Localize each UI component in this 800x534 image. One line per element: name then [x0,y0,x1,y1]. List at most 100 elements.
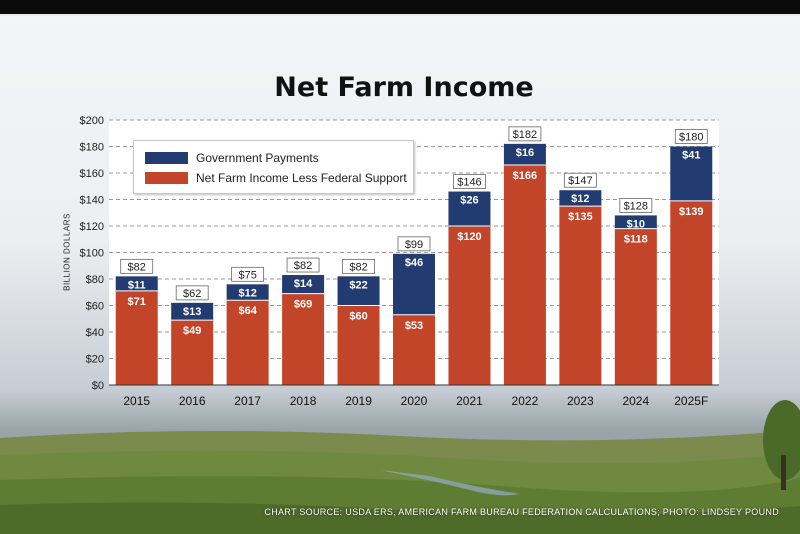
x-tick-label: 2023 [567,394,594,408]
data-label-government-payments: $11 [128,279,146,291]
chart-title: Net Farm Income [274,72,534,103]
total-label: $82 [349,261,367,273]
total-label-box [674,129,708,144]
legend-item-net-income: Net Farm Income Less Federal Support [145,171,407,185]
y-tick-label: $140 [80,195,104,207]
bar-government-payments [171,302,214,321]
data-label-net-income: $64 [238,305,257,317]
bar-net-income [226,300,269,385]
data-label-net-income: $71 [128,296,146,308]
bar-government-payments [393,253,435,315]
data-label-net-income: $118 [624,234,648,246]
total-label: $82 [128,261,146,273]
data-label-government-payments: $41 [682,150,700,162]
data-label-net-income: $120 [457,231,481,243]
bar-net-income [282,293,325,385]
bar-government-payments [614,215,657,229]
data-label-government-payments: $12 [571,193,589,205]
data-label-government-payments: $16 [516,147,534,159]
source-note: CHART SOURCE: USDA ERS, AMERICAN FARM BU… [264,507,779,517]
data-label-net-income: $53 [405,320,423,332]
data-label-government-payments: $22 [349,279,367,291]
data-label-net-income: $69 [294,299,312,311]
total-label: $180 [679,132,703,144]
bar-net-income [503,165,546,385]
total-label-box [453,174,486,189]
total-label: $147 [568,175,592,187]
x-tick-label: 2019 [345,394,372,408]
x-tick-label: 2025F [674,394,708,408]
data-label-net-income: $166 [513,170,537,182]
total-label: $82 [294,260,312,272]
bar-net-income [393,314,435,385]
bar-government-payments [559,190,602,207]
data-label-net-income: $139 [679,206,703,218]
y-tick-label: $160 [80,168,104,180]
y-tick-label: $60 [86,301,104,313]
legend-item-government-payments: Government Payments [145,151,319,165]
y-tick-label: $120 [80,221,104,233]
total-label: $146 [457,177,481,189]
total-label: $75 [238,269,256,281]
y-tick-label: $80 [86,274,104,286]
x-tick-label: 2024 [622,394,649,408]
bar-net-income [448,226,491,385]
bar-government-payments [503,143,546,166]
total-label-box [619,197,653,213]
total-label-box [286,257,320,273]
data-label-net-income: $49 [183,325,201,337]
bar-net-income [614,228,657,385]
total-label: $182 [513,129,537,141]
data-label-government-payments: $14 [294,278,313,290]
x-tick-label: 2018 [290,394,317,408]
y-tick-label: $40 [86,327,104,339]
legend-swatch-government-payments [145,152,188,164]
x-tick-label: 2021 [456,394,483,408]
y-tick-label: $200 [80,115,104,127]
bar-government-payments [226,284,269,301]
bar-net-income [559,206,602,385]
bar-government-payments [337,276,380,306]
y-axis-ticks: $0 $20 $40 $60 $80 $100 $120 $140 $160 $180 $200 [80,115,104,392]
total-label-box [508,126,542,142]
y-tick-label: $20 [86,354,104,366]
bar-net-income [171,320,214,385]
data-label-government-payments: $12 [238,287,256,299]
bar-government-payments [282,275,325,294]
y-tick-label: $0 [92,380,104,392]
bar-government-payments [448,191,491,226]
legend-swatch-net-income [145,172,188,184]
bar-net-income [115,290,158,385]
bar-net-income [670,200,713,385]
x-axis-ticks: 2015 2016 2017 2018 2019 2020 2021 2022 2023 2024… [123,394,708,408]
legend: Government Payments Net Farm Income Less… [133,140,414,194]
total-label-box [563,172,597,188]
total-label-box [342,258,375,274]
x-tick-label: 2022 [512,394,539,408]
total-label-box [397,236,431,252]
x-tick-label: 2017 [234,394,261,408]
total-label-box [120,258,154,274]
total-label-box [175,285,209,301]
total-label-box [231,266,265,282]
total-label: $99 [405,239,423,251]
data-label-government-payments: $26 [460,195,478,207]
data-label-government-payments: $46 [405,257,423,269]
y-tick-label: $180 [80,142,104,154]
legend-label: Net Farm Income Less Federal Support [196,171,407,185]
legend-label: Government Payments [196,151,319,165]
x-tick-label: 2020 [401,394,428,408]
y-axis-label: BILLION DOLLARS [62,213,72,291]
total-label: $128 [624,200,648,212]
data-label-net-income: $60 [349,311,367,323]
x-tick-label: 2015 [123,394,150,408]
data-label-government-payments: $13 [183,306,201,318]
bars: $71 $11 $82 $49 $13 $62 $64 $12 $75 $69 $14 $82 $60 $… [115,126,713,385]
bar-net-income [337,305,380,385]
total-label: $62 [183,288,201,300]
x-tick-label: 2016 [179,394,206,408]
bar-government-payments [115,276,158,291]
data-label-net-income: $135 [568,211,592,223]
